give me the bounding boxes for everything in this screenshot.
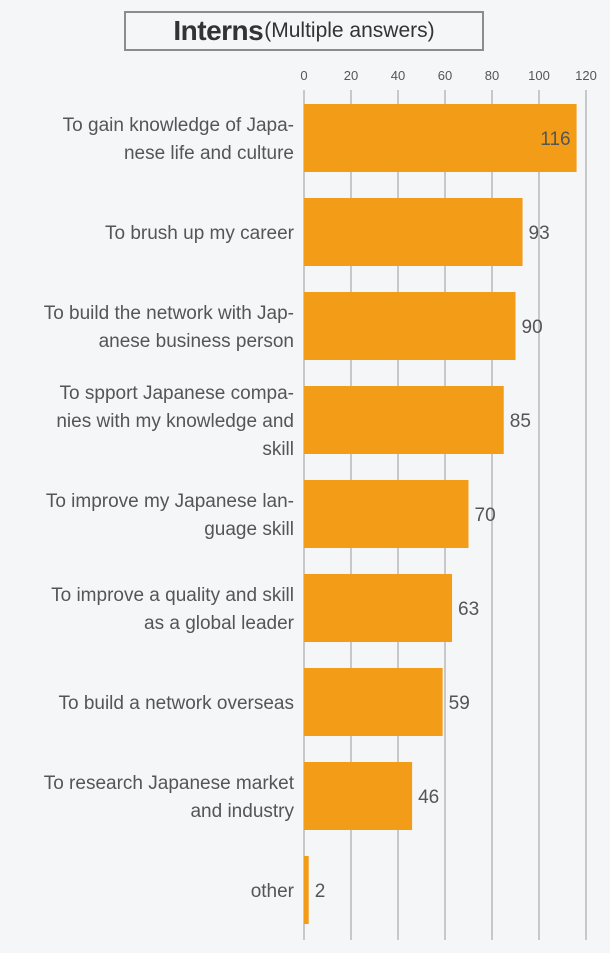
data-label: 59 [449, 693, 470, 714]
category-label-line: To improve a quality and skill [51, 585, 294, 606]
category-label: To brush up my career [105, 223, 295, 244]
data-label: 90 [522, 317, 543, 338]
bar [304, 104, 577, 172]
x-tick-label: 80 [485, 68, 499, 83]
category-label-line: To build the network with Jap- [44, 303, 294, 324]
bar [304, 292, 516, 360]
data-label: 2 [315, 881, 326, 902]
category-label-line: and industry [190, 801, 294, 822]
bar [304, 762, 413, 830]
x-tick-label: 120 [575, 68, 597, 83]
category-label-line: To build a network overseas [58, 693, 294, 714]
chart-title-sub: (Multiple answers) [264, 19, 435, 42]
bar [304, 386, 504, 454]
bar [304, 856, 309, 924]
category-label: To build a network overseas [58, 693, 294, 714]
category-label-line: guage skill [204, 519, 294, 540]
category-label-line: as a global leader [144, 613, 295, 634]
category-label-line: anese business person [99, 331, 294, 352]
data-label: 63 [458, 599, 479, 620]
category-label: To gain knowledge of Japa-nese life and … [63, 115, 294, 164]
bar [304, 574, 453, 642]
category-label-line: other [251, 881, 295, 902]
bar [304, 480, 469, 548]
x-tick-label: 0 [300, 68, 307, 83]
chart-title: Interns (Multiple answers) [124, 11, 484, 51]
category-label-line: nese life and culture [124, 143, 294, 164]
category-label-line: To improve my Japanese lan- [46, 491, 294, 512]
x-tick-label: 100 [528, 68, 550, 83]
category-label: To build the network with Jap-anese busi… [44, 303, 294, 352]
data-label: 93 [529, 223, 550, 244]
bar [304, 668, 443, 736]
bar [304, 198, 523, 266]
category-label: other [251, 881, 295, 902]
data-label: 70 [475, 505, 496, 526]
data-label: 46 [418, 787, 439, 808]
category-label: To improve a quality and skill as a globa… [51, 585, 295, 634]
chart-title-main: Interns [173, 15, 264, 46]
data-label: 116 [540, 129, 570, 150]
category-label-line: skill [262, 439, 294, 460]
x-tick-label: 60 [438, 68, 452, 83]
category-label: To improve my Japanese lan-guage skill [46, 491, 294, 540]
category-label-line: To brush up my career [105, 223, 295, 244]
category-label-line: To research Japanese market [44, 773, 295, 794]
x-tick-label: 20 [344, 68, 358, 83]
category-label: To spport Japanese compa-nies with my kn… [56, 383, 294, 460]
category-label: To research Japanese market and industry [44, 773, 295, 822]
category-label-line: To gain knowledge of Japa- [63, 115, 294, 136]
data-label: 85 [510, 411, 531, 432]
category-label-line: To spport Japanese compa- [60, 383, 294, 404]
category-label-line: nies with my knowledge and [56, 411, 294, 432]
x-tick-label: 40 [391, 68, 405, 83]
